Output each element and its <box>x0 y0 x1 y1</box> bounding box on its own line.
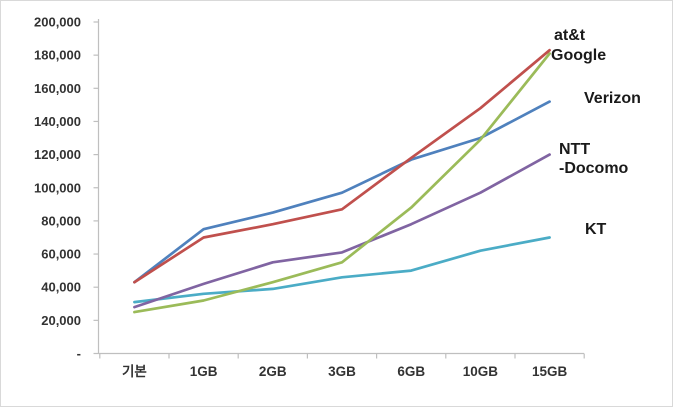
series-label-att: at&t <box>554 27 586 44</box>
y-axis-tick-label: - <box>77 346 81 361</box>
x-axis-tick-label: 10GB <box>463 364 499 379</box>
y-axis-tick-label: 60,000 <box>41 247 81 262</box>
y-axis-tick-label: 120,000 <box>34 147 81 162</box>
series-line-kt <box>133 236 551 304</box>
y-axis-tick-label: 180,000 <box>34 48 81 63</box>
x-axis-tick-label: 15GB <box>532 364 568 379</box>
y-axis-tick-label: 40,000 <box>41 280 81 295</box>
series-line-at-t <box>133 48 551 284</box>
series-label-ntt-line1: NTT <box>559 141 591 158</box>
series-label-verizon: Verizon <box>584 90 641 107</box>
y-axis-tick-label: 160,000 <box>34 81 81 96</box>
series-label-ntt-line2: -Docomo <box>559 160 629 177</box>
x-axis-tick-label: 2GB <box>259 364 287 379</box>
series-label-kt: KT <box>585 221 607 238</box>
series-label-google: Google <box>551 47 607 64</box>
x-axis-tick-label: 기본 <box>122 364 147 379</box>
x-axis-tick-label: 1GB <box>190 364 218 379</box>
x-axis-tick-label: 6GB <box>397 364 425 379</box>
y-axis-tick-label: 200,000 <box>34 15 81 30</box>
x-axis-tick-label: 3GB <box>328 364 356 379</box>
series-line-ntt-docomo <box>133 153 551 309</box>
y-axis-tick-label: 140,000 <box>34 114 81 129</box>
series-line-google <box>133 52 551 314</box>
y-axis-tick-label: 100,000 <box>34 180 81 195</box>
series-line-verizon <box>133 100 551 284</box>
y-axis-tick-label: 20,000 <box>41 313 81 328</box>
series-label-ntt-docomo: NTT -Docomo <box>559 140 628 178</box>
y-axis-tick-label: 80,000 <box>41 213 81 228</box>
